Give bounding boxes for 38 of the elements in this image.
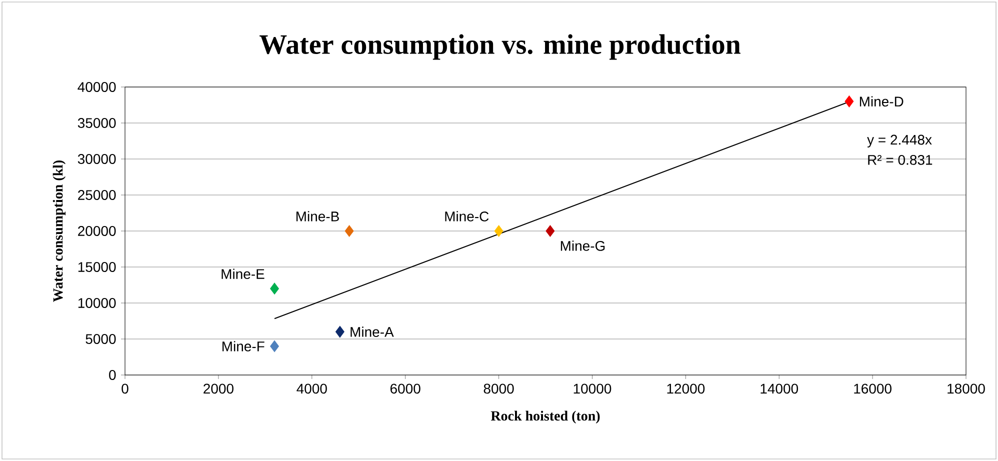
x-tick-label: 12000 — [667, 384, 705, 394]
x-tick-label: 18000 — [948, 384, 985, 394]
point — [270, 282, 279, 294]
series-label: Mine-B — [296, 211, 339, 222]
x-tick-label: 8000 — [484, 384, 514, 394]
annotation: y = 2.448x — [867, 134, 932, 148]
y-tick-label: 10000 — [78, 298, 116, 308]
series-label: Mine-F — [222, 341, 264, 352]
series-label: Mine-C — [445, 211, 489, 222]
y-axis-title: Water consumption (kl) — [52, 160, 66, 302]
x-tick-label: 0 — [122, 384, 128, 394]
x-tick-label: 14000 — [760, 384, 798, 394]
series-label: Mine-G — [560, 240, 605, 251]
point — [335, 326, 344, 338]
y-tick-label: 20000 — [78, 226, 116, 236]
x-tick-label: 16000 — [854, 384, 892, 394]
point — [844, 96, 854, 108]
point — [494, 225, 504, 237]
chart-title: Water consumption vs. mine production — [260, 34, 740, 60]
x-tick-label: 2000 — [204, 384, 234, 394]
x-axis-title: Rock hoisted (ton) — [490, 410, 600, 424]
x-tick-label: 6000 — [390, 384, 420, 394]
series-label: Mine-E — [222, 268, 264, 280]
point — [344, 225, 354, 237]
y-tick-label: 0 — [109, 370, 116, 380]
annotation: R² = 0.831 — [868, 154, 932, 165]
y-tick-label: 15000 — [78, 262, 116, 272]
point — [270, 340, 279, 352]
y-tick-label: 25000 — [78, 190, 116, 200]
series-label: Mine-A — [350, 326, 394, 337]
y-tick-label: 30000 — [78, 154, 116, 164]
point — [546, 225, 555, 237]
y-tick-label: 40000 — [78, 82, 116, 92]
x-tick-label: 10000 — [574, 384, 612, 394]
series-label: Mine-D — [860, 96, 904, 107]
x-tick-label: 4000 — [296, 384, 327, 394]
y-tick-label: 5000 — [86, 334, 116, 344]
y-tick-label: 35000 — [78, 118, 116, 128]
